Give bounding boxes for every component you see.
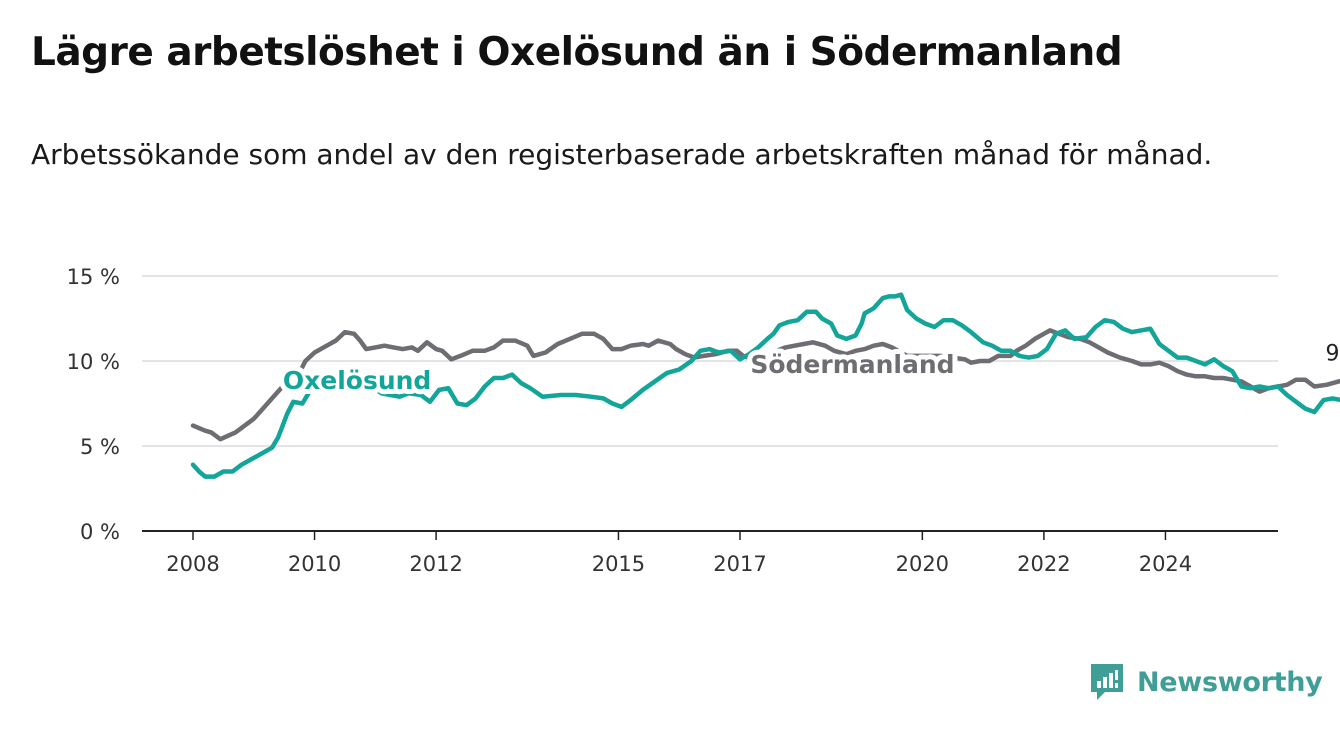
series-line-sdermanland: [190, 328, 1340, 442]
chart-subtitle: Arbetssökande som andel av den registerb…: [31, 138, 1213, 171]
x-tick-label: 2017: [713, 552, 766, 576]
x-tick-label: 2010: [288, 552, 341, 576]
y-tick-label: 10 %: [67, 350, 120, 374]
x-tick-label: 2020: [896, 552, 949, 576]
x-axis: 2008 2010 2012 2015 2017 2020 2022 2024: [142, 530, 1278, 576]
x-tick-label: 2022: [1017, 552, 1070, 576]
series-lines: [190, 292, 1340, 479]
y-tick-label: 15 %: [67, 265, 120, 289]
series-name-label: Oxelösund: [283, 366, 431, 395]
end-value-label: 9,1 %: [1325, 341, 1340, 366]
x-tick-label: 2012: [409, 552, 462, 576]
y-axis-labels: 0 % 5 % 10 % 15 %: [67, 265, 120, 544]
newsworthy-logo-icon: [1091, 664, 1123, 700]
brand-name: Newsworthy: [1137, 666, 1323, 698]
chart-title: Lägre arbetslöshet i Oxelösund än i Söde…: [31, 30, 1123, 75]
y-tick-label: 5 %: [80, 435, 120, 459]
series-name-label: Södermanland: [750, 350, 954, 379]
brand-logo: Newsworthy: [1089, 660, 1323, 704]
x-tick-label: 2008: [166, 552, 219, 576]
series-line-oxelsund: [190, 292, 1340, 479]
y-tick-label: 0 %: [80, 520, 120, 544]
grid-lines: [142, 275, 1278, 447]
x-tick-label: 2015: [592, 552, 645, 576]
x-tick-label: 2024: [1139, 552, 1192, 576]
